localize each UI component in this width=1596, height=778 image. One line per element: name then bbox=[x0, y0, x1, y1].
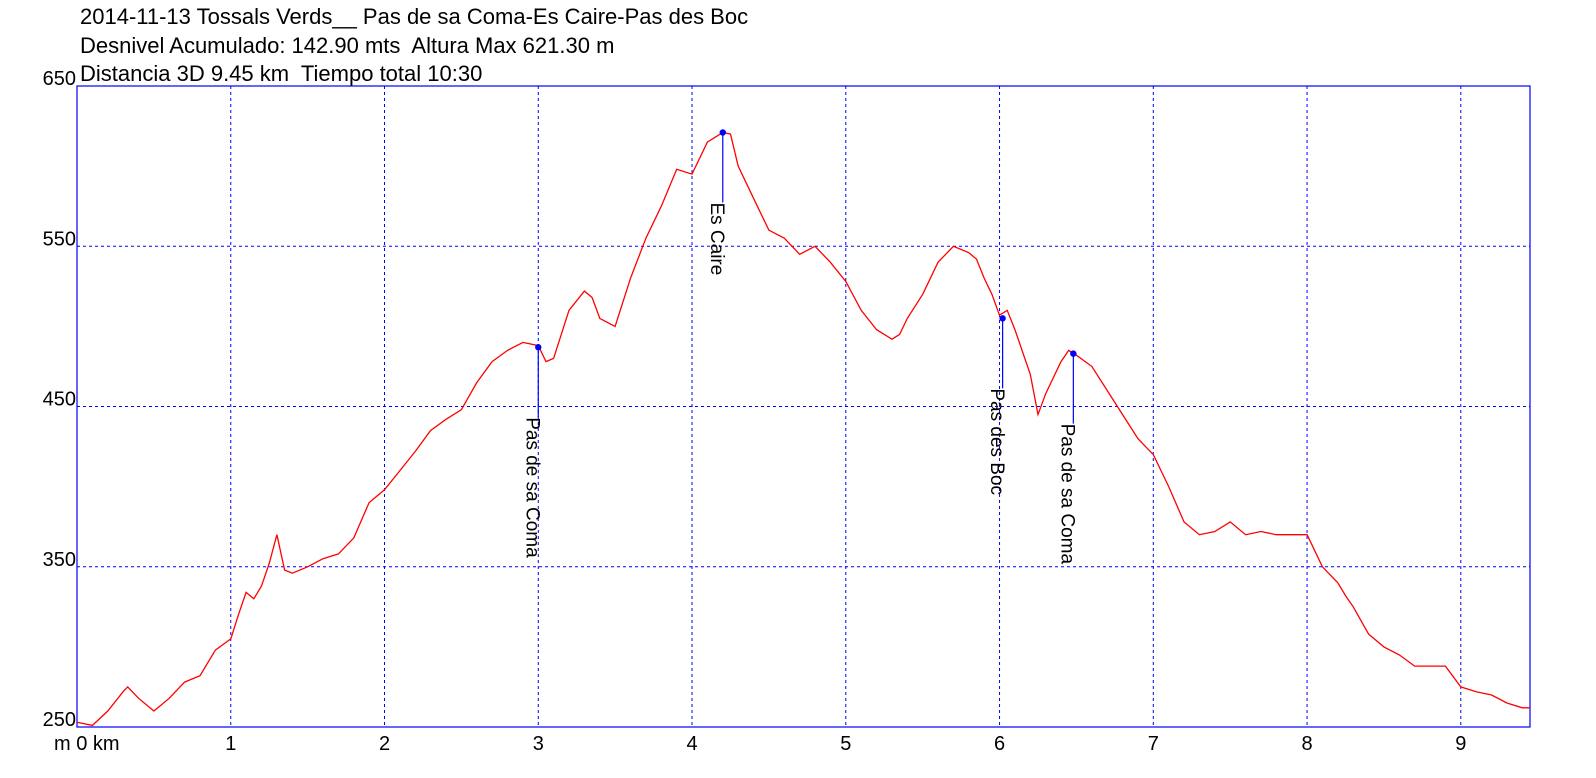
chart-title-line-3: Distancia 3D 9.45 km Tiempo total 10:30 bbox=[80, 61, 483, 86]
plot-frame bbox=[76, 85, 1531, 728]
waypoint-label: Pas de sa Coma bbox=[521, 417, 542, 558]
y-tick-label: 650 bbox=[43, 68, 76, 90]
waypoint-label: Pas de sa Coma bbox=[1057, 424, 1078, 565]
x-tick-label: 6 bbox=[994, 733, 1005, 755]
waypoint-dot bbox=[1070, 350, 1077, 357]
waypoint-dot bbox=[535, 344, 542, 351]
y-tick-label: 250 bbox=[43, 709, 76, 731]
x-tick-label: 4 bbox=[686, 733, 697, 755]
x-tick-label: 8 bbox=[1301, 733, 1312, 755]
waypoint-marker: Pas de sa Coma bbox=[1057, 350, 1078, 565]
x-tick-label: 1 bbox=[225, 733, 236, 755]
waypoint-label: Pas des Boc bbox=[986, 388, 1007, 495]
y-tick-label: 550 bbox=[43, 228, 76, 250]
x-axis-ticks: m 0 km 1 2 3 4 5 6 7 8 9 bbox=[54, 733, 1466, 755]
x-tick-label: 7 bbox=[1148, 733, 1159, 755]
waypoint-markers: Pas de sa Coma Es Caire Pas des Boc Pas de … bbox=[521, 129, 1078, 565]
waypoint-marker: Pas de sa Coma bbox=[521, 344, 542, 558]
x-tick-label: m 0 km bbox=[54, 733, 120, 755]
y-axis-ticks: 250 350 450 550 650 bbox=[43, 68, 76, 731]
waypoint-dot bbox=[719, 129, 726, 136]
x-tick-label: 3 bbox=[533, 733, 544, 755]
chart-title-line-1: 2014-11-13 Tossals Verds__ Pas de sa Com… bbox=[80, 4, 749, 29]
x-tick-label: 9 bbox=[1455, 733, 1466, 755]
waypoint-marker: Pas des Boc bbox=[986, 315, 1007, 495]
waypoint-marker: Es Caire bbox=[706, 129, 727, 275]
y-tick-label: 350 bbox=[43, 549, 76, 571]
y-tick-label: 450 bbox=[43, 389, 76, 411]
chart-grid bbox=[77, 86, 1530, 727]
chart-title-line-2: Desnivel Acumulado: 142.90 mts Altura Ma… bbox=[80, 33, 615, 58]
waypoint-dot bbox=[999, 315, 1006, 322]
x-tick-label: 5 bbox=[840, 733, 851, 755]
waypoint-label: Es Caire bbox=[706, 202, 727, 275]
elevation-line bbox=[76, 131, 1530, 727]
x-tick-label: 2 bbox=[379, 733, 390, 755]
